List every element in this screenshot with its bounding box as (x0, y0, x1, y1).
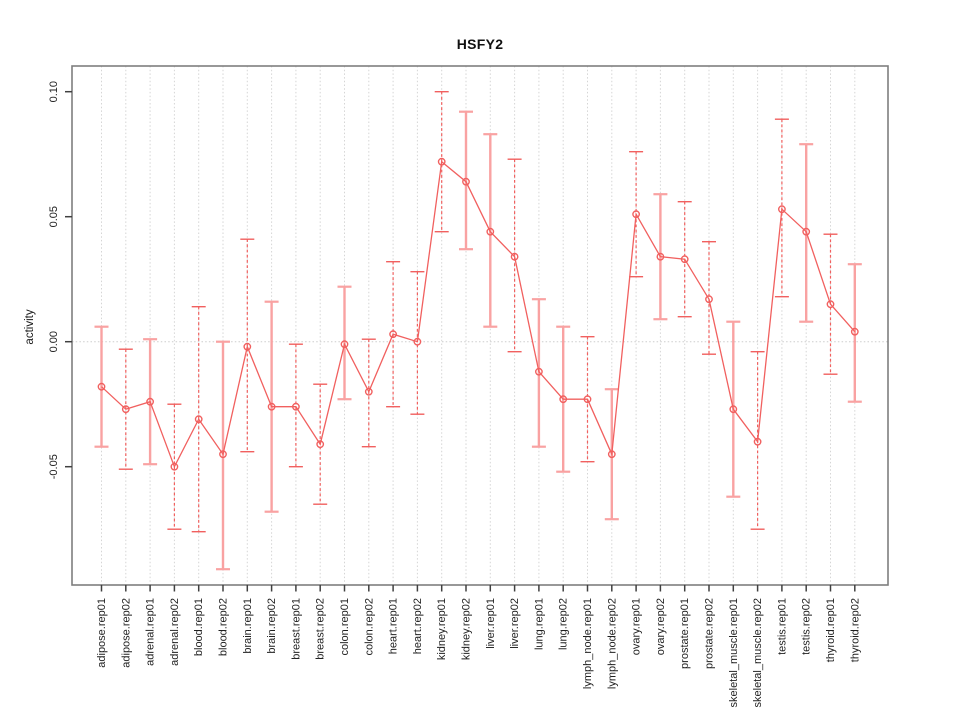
data-point (97, 382, 106, 391)
data-point (121, 405, 130, 414)
x-tick-label: skeletal_muscle.rep02 (752, 598, 764, 707)
data-point (340, 340, 349, 349)
chart-title: HSFY2 (456, 36, 504, 52)
x-tick-label: prostate.rep02 (704, 598, 716, 669)
x-tick-label: blood.rep02 (218, 598, 230, 656)
data-point (656, 252, 665, 261)
data-point (316, 440, 325, 449)
data-point (778, 205, 786, 214)
x-tick-label: breast.rep02 (315, 598, 327, 660)
x-tick-label: kidney.rep01 (436, 598, 448, 660)
x-tick-label: kidney.rep02 (461, 598, 473, 660)
data-point (850, 327, 859, 336)
y-axis-label: activity (24, 309, 36, 345)
x-tick-label: adrenal.rep01 (145, 598, 157, 666)
data-point (607, 450, 616, 459)
data-point (243, 342, 252, 351)
x-tick-label: lymph_node.rep01 (582, 598, 594, 689)
data-point (753, 437, 762, 446)
x-tick-label: liver.rep01 (485, 598, 497, 649)
y-tick-label: 0.05 (48, 206, 60, 227)
data-point (413, 337, 422, 346)
x-tick-label: thyroid.rep02 (849, 598, 861, 662)
data-point (364, 387, 373, 396)
x-tick-label: skeletal_muscle.rep01 (728, 598, 740, 707)
data-point (462, 177, 470, 186)
data-point (559, 395, 568, 404)
y-tick-label: 0.10 (48, 81, 60, 102)
x-tick-label: testis.rep02 (801, 598, 813, 655)
x-tick-label: lung.rep01 (533, 598, 545, 650)
x-tick-label: lung.rep02 (558, 598, 570, 650)
x-tick-label: blood.rep01 (193, 598, 205, 656)
data-point (486, 227, 495, 236)
x-tick-label: adipose.rep01 (96, 598, 108, 668)
y-tick-label: -0.05 (48, 454, 60, 479)
data-point (826, 300, 835, 309)
data-point (680, 255, 689, 264)
y-tick-label: 0.00 (48, 331, 60, 352)
data-point (437, 157, 446, 166)
x-tick-label: brain.rep02 (266, 598, 278, 654)
data-point (267, 402, 276, 411)
x-tick-label: adrenal.rep02 (169, 598, 181, 666)
x-tick-label: testis.rep01 (776, 598, 788, 655)
x-tick-label: ovary.rep01 (631, 598, 643, 655)
data-point (389, 330, 397, 339)
x-tick-label: brain.rep01 (242, 598, 254, 654)
data-point (705, 295, 713, 304)
x-tick-label: thyroid.rep01 (825, 598, 837, 662)
x-tick-label: liver.rep02 (509, 598, 521, 649)
data-point (170, 462, 179, 471)
data-point (583, 395, 592, 404)
x-tick-label: heart.rep02 (412, 598, 424, 654)
x-tick-label: prostate.rep01 (679, 598, 691, 669)
data-point (802, 227, 811, 236)
plot-border (71, 65, 889, 586)
x-tick-label: ovary.rep02 (655, 598, 667, 655)
data-point (194, 415, 203, 424)
data-point (632, 210, 640, 219)
x-tick-label: adipose.rep02 (120, 598, 132, 668)
data-point (510, 252, 519, 261)
data-point (535, 367, 543, 376)
data-point (146, 397, 155, 406)
x-tick-label: breast.rep01 (290, 598, 302, 660)
data-point (291, 402, 300, 411)
series-line (101, 160, 856, 469)
x-tick-label: heart.rep01 (388, 598, 400, 654)
x-tick-label: colon.rep01 (339, 598, 351, 656)
x-tick-label: colon.rep02 (363, 598, 375, 656)
data-point (729, 405, 738, 414)
x-tick-label: lymph_node.rep02 (606, 598, 618, 689)
data-point (219, 450, 227, 459)
